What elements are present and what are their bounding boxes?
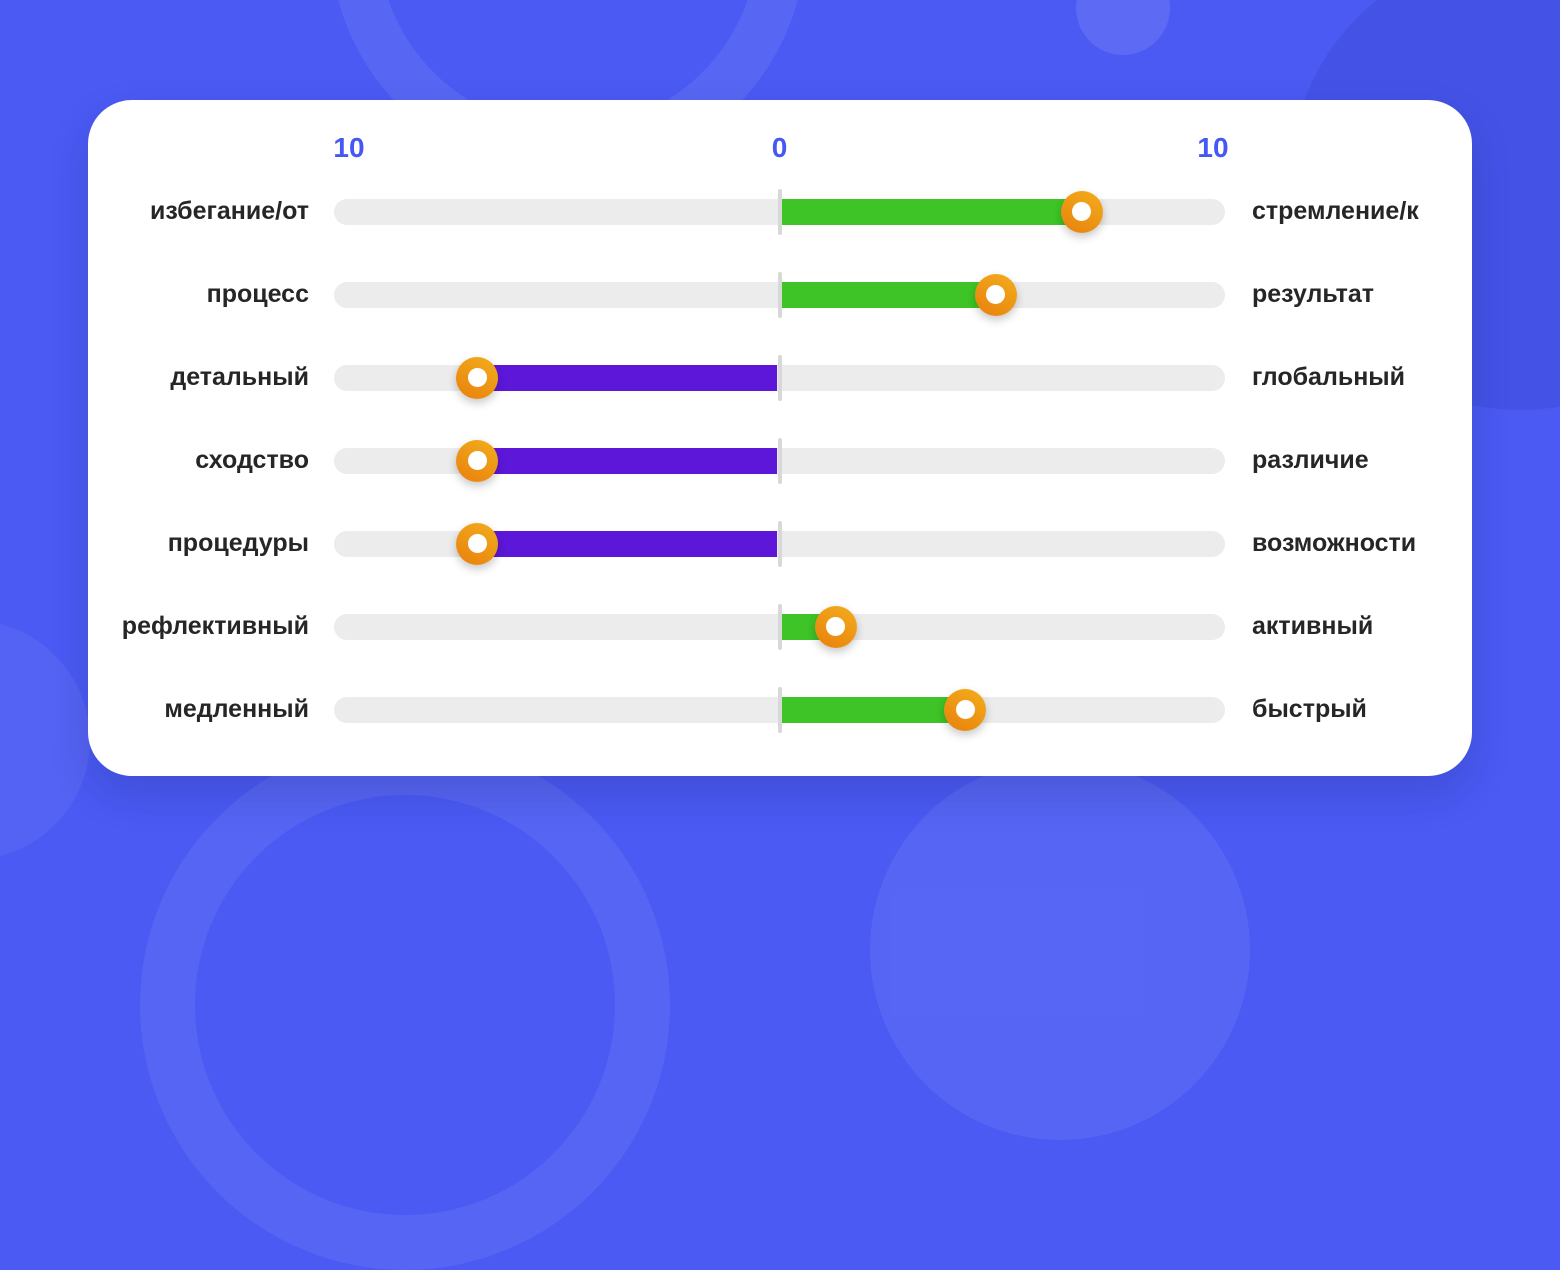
background-circle-top-right-small — [1076, 0, 1170, 55]
slider-center-tick — [777, 188, 782, 235]
slider-row: медленный быстрый — [88, 668, 1472, 751]
slider-handle-center-dot — [955, 700, 975, 719]
slider-value-bar — [781, 696, 966, 723]
slider-handle-center-dot — [1072, 202, 1092, 221]
slider-right-label: быстрый — [1252, 695, 1367, 723]
scale-label-right-10: 10 — [1197, 132, 1229, 163]
slider-track[interactable] — [334, 603, 1225, 650]
slider-right-label: возможности — [1252, 529, 1417, 557]
slider-handle[interactable] — [456, 356, 499, 399]
slider-left-label: медленный — [164, 695, 309, 723]
slider-value-bar — [477, 530, 778, 557]
slider-track[interactable] — [334, 686, 1225, 733]
slider-left-label: избегание/от — [149, 197, 309, 225]
slider-handle[interactable] — [814, 605, 857, 648]
slider-handle[interactable] — [456, 522, 499, 565]
slider-handle-center-dot — [467, 368, 487, 387]
slider-row: рефлективный активный — [88, 585, 1472, 668]
slider-row: сходство различие — [88, 419, 1472, 502]
slider-handle-center-dot — [826, 617, 846, 636]
scale-label-zero: 0 — [771, 132, 788, 163]
slider-handle[interactable] — [456, 439, 499, 482]
slider-center-tick — [777, 437, 782, 484]
slider-right-label: стремление/к — [1252, 197, 1419, 225]
slider-row: избегание/от стремление/к — [88, 170, 1472, 253]
slider-handle-center-dot — [467, 451, 487, 470]
slider-row: детальный глобальный — [88, 336, 1472, 419]
slider-left-label: процедуры — [167, 529, 309, 557]
slider-rows: избегание/от стремление/к процесс резуль… — [88, 170, 1472, 751]
slider-track[interactable] — [334, 354, 1225, 401]
results-card: 10 0 10 избегание/от стремление/к процес… — [88, 100, 1472, 776]
slider-center-tick — [777, 603, 782, 650]
slider-left-label: сходство — [195, 446, 309, 474]
slider-center-tick — [777, 354, 782, 401]
slider-right-label: активный — [1252, 612, 1374, 640]
slider-right-label: результат — [1252, 280, 1374, 308]
scale-header: 10 0 10 — [88, 130, 1472, 166]
background-ring-bottom — [140, 740, 670, 1270]
slider-handle[interactable] — [944, 688, 987, 731]
slider-left-label: рефлективный — [121, 612, 309, 640]
slider-handle-center-dot — [986, 285, 1005, 304]
slider-left-label: детальный — [170, 363, 309, 391]
slider-center-tick — [777, 686, 782, 733]
slider-right-label: различие — [1252, 446, 1369, 474]
slider-left-label: процесс — [206, 280, 309, 308]
slider-value-bar — [477, 364, 778, 391]
scale-axis: 10 0 10 — [333, 130, 1229, 166]
background-circle-bottom-right — [870, 760, 1250, 1140]
background-circle-left-edge — [0, 620, 90, 860]
slider-value-bar — [781, 198, 1082, 225]
slider-center-tick — [777, 520, 782, 567]
slider-track[interactable] — [334, 437, 1225, 484]
slider-row: процедуры возможности — [88, 502, 1472, 585]
slider-handle[interactable] — [974, 273, 1017, 316]
slider-right-label: глобальный — [1252, 363, 1406, 391]
slider-center-tick — [777, 271, 782, 318]
slider-track[interactable] — [334, 520, 1225, 567]
slider-value-bar — [477, 447, 778, 474]
scale-label-left-10: 10 — [333, 132, 365, 163]
slider-row: процесс результат — [88, 253, 1472, 336]
slider-track[interactable] — [334, 271, 1225, 318]
slider-handle[interactable] — [1060, 190, 1103, 233]
slider-track[interactable] — [334, 188, 1225, 235]
slider-handle-center-dot — [467, 534, 487, 553]
slider-value-bar — [781, 281, 996, 308]
